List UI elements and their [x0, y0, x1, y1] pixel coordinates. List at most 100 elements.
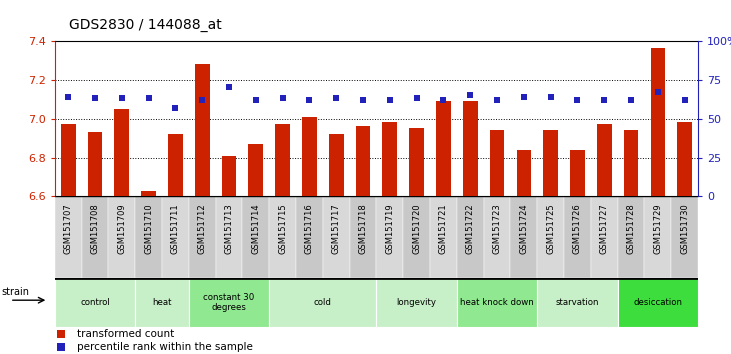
Bar [55, 196, 82, 278]
Point [625, 97, 637, 103]
Text: constant 30
degrees: constant 30 degrees [203, 293, 254, 312]
Point [572, 97, 583, 103]
Point [411, 96, 423, 101]
Text: heat: heat [152, 298, 172, 307]
Bar [597, 125, 612, 196]
Bar [162, 196, 189, 278]
Bar [349, 196, 376, 278]
Point [518, 94, 530, 99]
Bar [249, 144, 263, 196]
Bar [624, 130, 638, 196]
Bar [356, 126, 371, 196]
Bar [82, 196, 108, 278]
Point [197, 97, 208, 103]
Point [62, 94, 74, 99]
Bar [436, 101, 451, 196]
Bar [243, 196, 269, 278]
Point [438, 97, 450, 103]
Bar [189, 278, 269, 327]
Bar [135, 278, 189, 327]
Text: GSM151726: GSM151726 [573, 203, 582, 254]
Point [652, 89, 664, 95]
Bar [457, 196, 484, 278]
Text: GSM151728: GSM151728 [626, 203, 635, 254]
Bar [671, 196, 698, 278]
Bar [108, 196, 135, 278]
Bar [678, 122, 692, 196]
Text: GSM151724: GSM151724 [520, 203, 529, 253]
Text: GSM151712: GSM151712 [198, 203, 207, 253]
Text: GSM151722: GSM151722 [466, 203, 474, 253]
Bar [329, 134, 344, 196]
Bar [382, 122, 397, 196]
Bar [269, 278, 376, 327]
Text: GDS2830 / 144088_at: GDS2830 / 144088_at [69, 18, 222, 32]
Point [116, 96, 128, 101]
Point [56, 331, 67, 337]
Text: transformed count: transformed count [77, 329, 175, 339]
Bar [376, 196, 404, 278]
Point [384, 97, 395, 103]
Text: control: control [80, 298, 110, 307]
Bar [645, 196, 671, 278]
Bar [537, 196, 564, 278]
Bar [404, 196, 430, 278]
Bar [457, 278, 537, 327]
Bar [323, 196, 349, 278]
Bar [61, 125, 75, 196]
Text: heat knock down: heat knock down [461, 298, 534, 307]
Text: GSM151710: GSM151710 [144, 203, 153, 253]
Text: GSM151711: GSM151711 [171, 203, 180, 253]
Bar [195, 64, 210, 196]
Bar [490, 130, 504, 196]
Text: GSM151719: GSM151719 [385, 203, 394, 253]
Bar [517, 150, 531, 196]
Bar [296, 196, 323, 278]
Bar [510, 196, 537, 278]
Text: starvation: starvation [556, 298, 599, 307]
Bar [651, 48, 665, 196]
Bar [564, 196, 591, 278]
Bar [221, 156, 236, 196]
Text: desiccation: desiccation [633, 298, 683, 307]
Text: GSM151715: GSM151715 [279, 203, 287, 253]
Point [464, 92, 476, 98]
Text: GSM151721: GSM151721 [439, 203, 448, 253]
Bar [463, 101, 477, 196]
Bar [484, 196, 510, 278]
Text: GSM151730: GSM151730 [681, 203, 689, 254]
Bar [189, 196, 216, 278]
Text: GSM151708: GSM151708 [91, 203, 99, 254]
Text: GSM151720: GSM151720 [412, 203, 421, 253]
Bar [302, 117, 317, 196]
Point [89, 96, 101, 101]
Point [679, 97, 691, 103]
Bar [269, 196, 296, 278]
Bar [141, 191, 156, 196]
Text: cold: cold [314, 298, 332, 307]
Point [277, 96, 289, 101]
Point [56, 344, 67, 350]
Text: GSM151713: GSM151713 [224, 203, 233, 254]
Text: GSM151707: GSM151707 [64, 203, 72, 254]
Bar [168, 134, 183, 196]
Point [143, 96, 154, 101]
Bar [88, 132, 102, 196]
Point [330, 96, 342, 101]
Text: GSM151727: GSM151727 [600, 203, 609, 254]
Text: longevity: longevity [397, 298, 436, 307]
Text: GSM151723: GSM151723 [493, 203, 501, 254]
Text: GSM151717: GSM151717 [332, 203, 341, 254]
Text: GSM151725: GSM151725 [546, 203, 555, 253]
Point [599, 97, 610, 103]
Text: GSM151716: GSM151716 [305, 203, 314, 254]
Bar [618, 278, 698, 327]
Point [223, 85, 235, 90]
Bar [276, 125, 290, 196]
Text: GSM151709: GSM151709 [118, 203, 126, 253]
Bar [543, 130, 558, 196]
Text: GSM151714: GSM151714 [251, 203, 260, 253]
Text: GSM151729: GSM151729 [654, 203, 662, 253]
Bar [409, 129, 424, 196]
Text: GSM151718: GSM151718 [359, 203, 368, 254]
